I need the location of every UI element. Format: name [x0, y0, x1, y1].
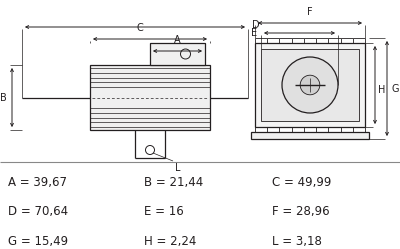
Text: F = 28,96: F = 28,96 — [272, 205, 330, 218]
Bar — [251, 132, 369, 139]
Text: C: C — [137, 23, 143, 33]
Text: B = 21,44: B = 21,44 — [144, 176, 203, 188]
Text: C = 49,99: C = 49,99 — [272, 176, 331, 188]
Circle shape — [300, 75, 320, 95]
Text: B: B — [0, 92, 7, 103]
Text: D: D — [252, 20, 260, 30]
Text: E: E — [251, 28, 257, 38]
Text: D = 70,64: D = 70,64 — [8, 205, 68, 218]
Text: G = 15,49: G = 15,49 — [8, 235, 68, 248]
Bar — [255, 43, 365, 127]
Circle shape — [282, 57, 338, 113]
Text: F: F — [307, 7, 313, 17]
Text: L = 3,18: L = 3,18 — [272, 235, 322, 248]
Text: H: H — [378, 85, 385, 95]
Bar — [261, 49, 359, 121]
Text: A = 39,67: A = 39,67 — [8, 176, 67, 188]
Text: L: L — [175, 163, 180, 173]
Bar — [90, 65, 210, 130]
Text: G: G — [392, 83, 400, 94]
Text: E = 16: E = 16 — [144, 205, 184, 218]
Text: A: A — [174, 35, 181, 45]
Bar — [150, 43, 205, 65]
Text: H = 2,24: H = 2,24 — [144, 235, 196, 248]
